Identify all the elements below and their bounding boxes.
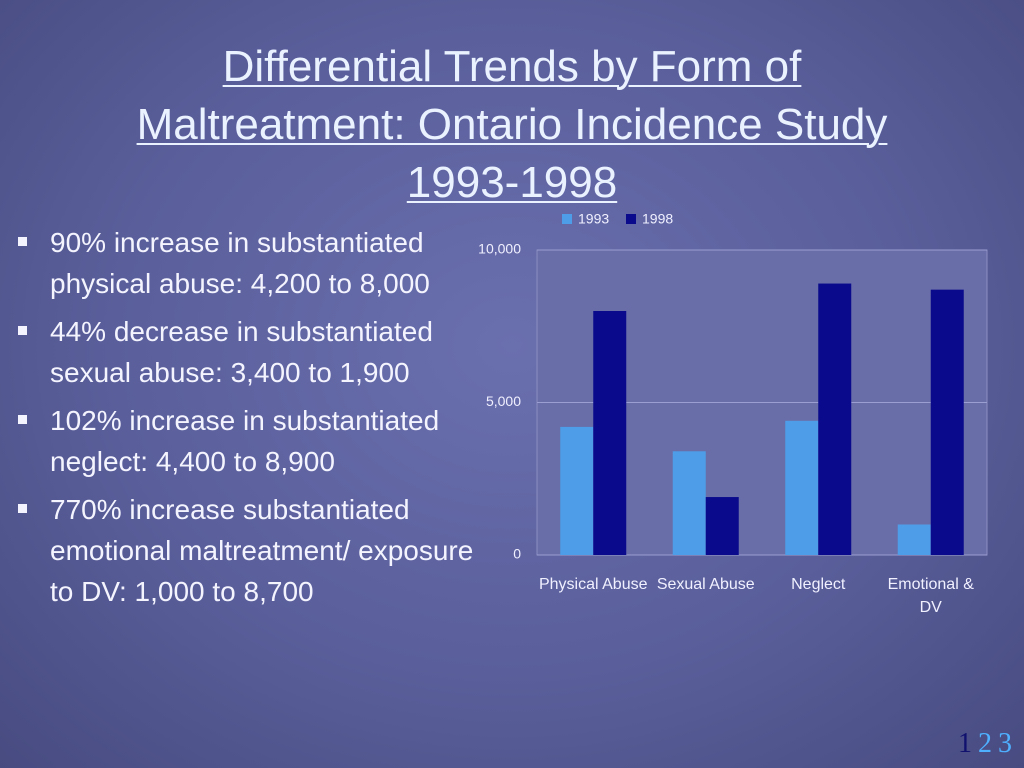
x-tick-label-box: Neglect <box>791 576 846 593</box>
bullet-list: 90% increase in substantiated physical a… <box>14 222 484 619</box>
legend-swatch <box>562 214 572 224</box>
x-tick-label: Emotional & DV <box>887 576 974 616</box>
x-tick-label: Neglect <box>791 576 846 593</box>
bar <box>785 420 819 555</box>
x-tick-label-box: Emotional & DV <box>887 576 974 616</box>
x-tick-label-box: Sexual Abuse <box>656 576 755 593</box>
bullet: 90% increase in substantiated physical a… <box>14 222 484 304</box>
x-tick-label: Sexual Abuse <box>656 576 755 593</box>
x-tick-label-box: Physical Abuse <box>538 576 648 593</box>
legend-swatch <box>626 214 636 224</box>
bullet: 102% increase in substantiated neglect: … <box>14 400 484 482</box>
bullet: 44% decrease in substantiated sexual abu… <box>14 311 484 393</box>
y-tick-label: 10,000 <box>478 241 521 257</box>
bar <box>897 524 931 555</box>
bullet: 770% increase substantiated emotional ma… <box>14 489 484 612</box>
bar <box>672 451 706 555</box>
bar <box>818 283 852 555</box>
x-tick-label: Physical Abuse <box>538 576 648 593</box>
slide-title: Differential Trends by Form of Maltreatm… <box>136 42 888 207</box>
legend-label: 1998 <box>642 211 673 227</box>
y-tick-label: 5,000 <box>486 393 521 409</box>
page-link[interactable]: 2 <box>978 728 992 759</box>
bar <box>705 497 739 555</box>
page-link[interactable]: 1 <box>958 728 972 759</box>
bar <box>930 289 964 555</box>
legend-label: 1993 <box>578 211 609 227</box>
bar <box>593 311 627 555</box>
page-link[interactable]: 3 <box>998 728 1012 759</box>
y-tick-label: 0 <box>513 546 521 562</box>
bar <box>560 426 594 555</box>
